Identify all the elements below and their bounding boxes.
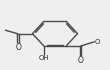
Text: O: O (15, 43, 21, 52)
Text: OH: OH (38, 55, 49, 61)
Text: O: O (95, 39, 100, 45)
Text: O: O (78, 56, 83, 65)
